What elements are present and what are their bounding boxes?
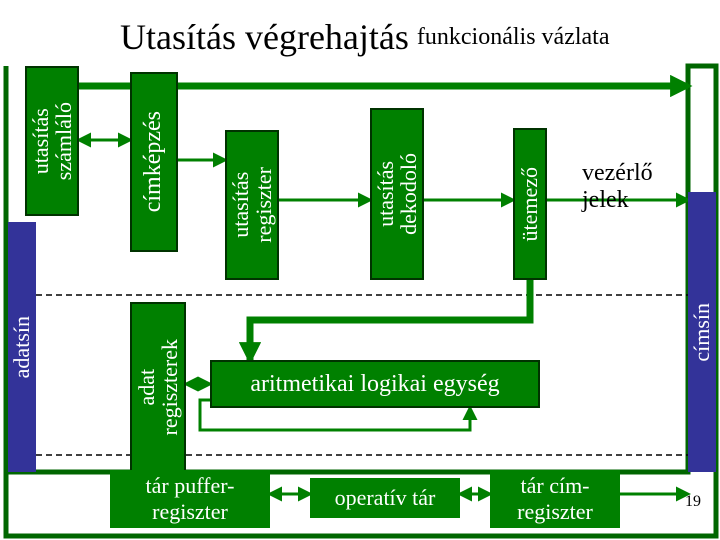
block-label: tár puffer- regiszter (110, 473, 270, 525)
title-main: Utasítás végrehajtás (120, 16, 409, 58)
arrow (250, 280, 530, 360)
block-label: ütemező (518, 167, 541, 242)
title-sub: funkcionális vázlata (417, 24, 610, 51)
block-label: utasítás dekodoló (374, 153, 420, 235)
slide-number: 19 (678, 490, 708, 514)
block-label: tár cím- regiszter (490, 473, 620, 525)
block-alu: aritmetikai logikai egység (210, 360, 540, 408)
block-label: aritmetikai logikai egység (250, 371, 499, 398)
block-tar_cim: tár cím- regiszter (490, 470, 620, 528)
connections-layer (0, 0, 720, 540)
bus-adatsin: adatsín (8, 222, 36, 472)
bus-label: címsín (690, 303, 713, 362)
diagram-stage: utasítás számláló címképzés utasítás regis… (0, 0, 720, 540)
block-label: címképzés (141, 111, 166, 212)
block-adat_regiszterek: adat regiszterek (130, 302, 186, 472)
block-tar_puffer: tár puffer- regiszter (110, 470, 270, 528)
slide-number-text: 19 (685, 493, 701, 511)
block-utasitas_regiszter: utasítás regiszter (225, 130, 279, 280)
block-label: utasítás számláló (29, 102, 75, 180)
block-operativ_tar: operatív tár (310, 478, 460, 518)
block-label: utasítás regiszter (229, 167, 275, 243)
bus-label: adatsín (10, 316, 33, 378)
block-label: adat regiszterek (135, 339, 181, 436)
label-vezerlo-jelek: vezérlő jelek (582, 152, 692, 222)
block-utasitas_dekodolo: utasítás dekodoló (370, 108, 424, 280)
boundary-line (6, 66, 716, 536)
free-label-text: vezérlő jelek (582, 160, 653, 214)
block-label: operatív tár (335, 485, 436, 511)
block-utasitas_szamlalo: utasítás számláló (25, 66, 79, 216)
bus-cimsin: címsín (688, 192, 716, 472)
page-title: Utasítás végrehajtás funkcionális vázlata (120, 12, 700, 62)
block-utemezo: ütemező (513, 128, 547, 280)
block-cimkepzes: címképzés (130, 72, 178, 252)
